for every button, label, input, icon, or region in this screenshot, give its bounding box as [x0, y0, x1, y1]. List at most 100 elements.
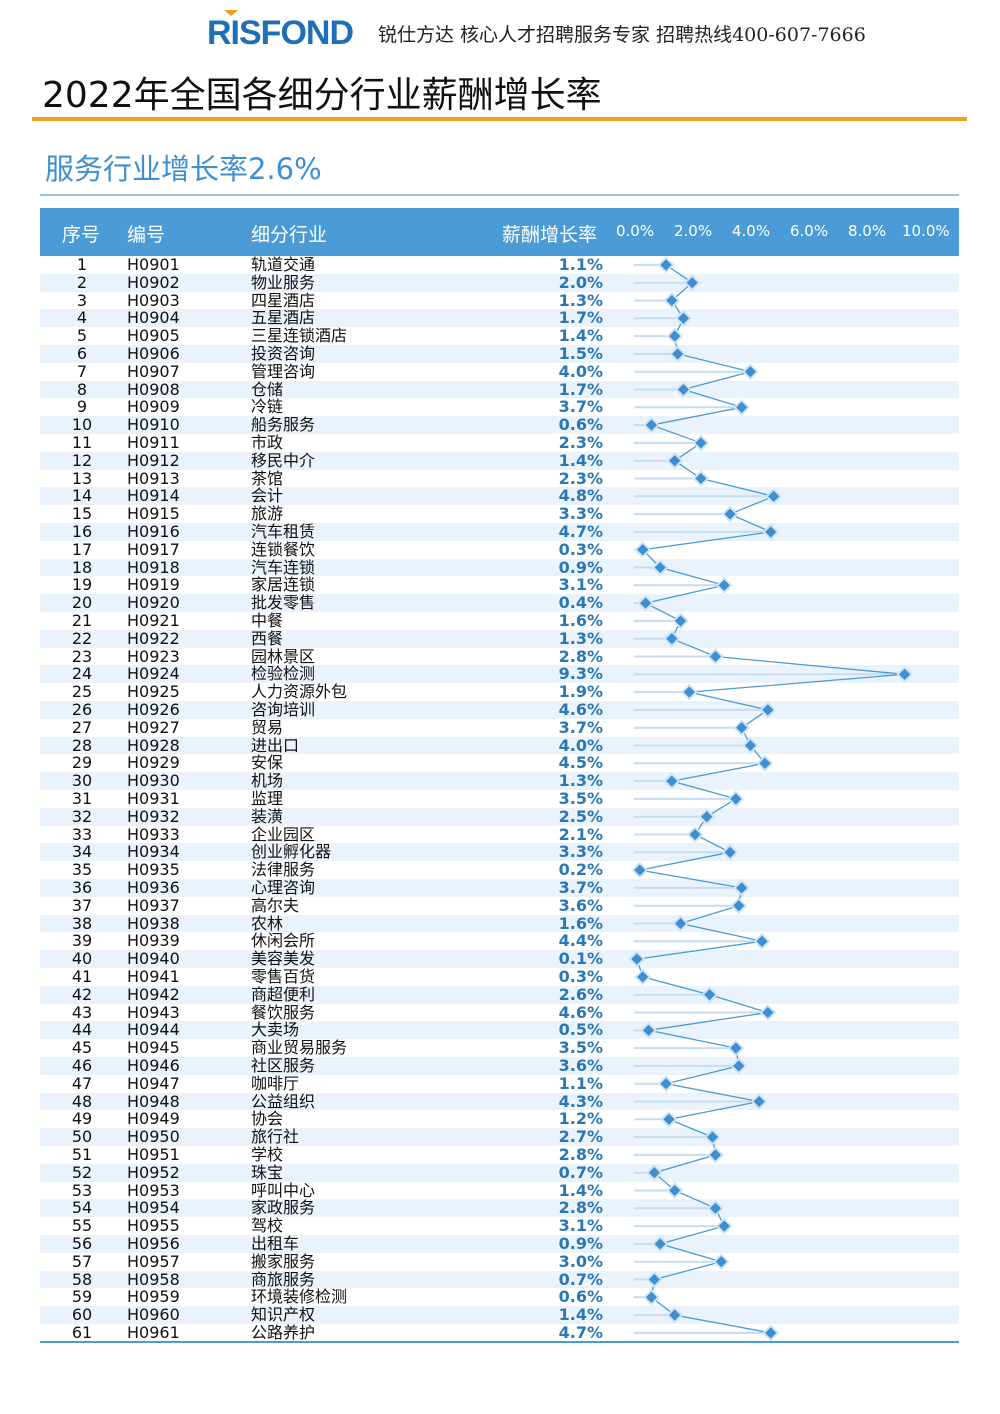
- row-rate: 0.3%: [558, 967, 603, 986]
- row-industry: 西餐: [251, 628, 284, 648]
- row-industry: 船务服务: [251, 415, 316, 435]
- row-code: H0939: [127, 931, 180, 951]
- row-industry: 法律服务: [251, 860, 316, 880]
- table-row: 55 H0955 驾校 3.1%: [40, 1217, 959, 1235]
- row-industry: 零售百货: [251, 967, 316, 986]
- table-row: 26 H0926 咨询培训 4.6%: [40, 701, 959, 719]
- row-industry: 心理咨询: [251, 878, 316, 897]
- row-industry: 公益组织: [251, 1091, 316, 1111]
- row-industry: 呼叫中心: [251, 1180, 316, 1200]
- data-point: [672, 915, 689, 932]
- table-row: 9 H0909 冷链 3.7%: [40, 398, 959, 416]
- table-row: 58 H0958 商旅服务 0.7%: [40, 1269, 959, 1289]
- row-industry: 咨询培训: [251, 700, 316, 719]
- row-industry: 中餐: [251, 611, 284, 630]
- row-index: 46: [71, 1056, 93, 1075]
- row-index: 42: [71, 984, 93, 1004]
- row-rate: 0.9%: [558, 557, 603, 577]
- row-rate: 3.1%: [558, 575, 603, 595]
- row-code: H0920: [127, 593, 180, 613]
- data-point: [756, 754, 774, 772]
- table-row: 5 H0905 三星连锁酒店 1.4%: [40, 327, 959, 345]
- row-rate: 4.3%: [558, 1091, 603, 1111]
- row-rate: 3.0%: [558, 1251, 603, 1271]
- header-idx: 序号: [62, 224, 101, 246]
- table-row: 25 H0925 人力资源外包 1.9%: [40, 683, 959, 701]
- row-code: H0902: [127, 272, 180, 292]
- row-code: H0938: [127, 913, 180, 933]
- data-point: [669, 345, 687, 363]
- table-row: 17 H0917 连锁餐饮 0.3%: [40, 539, 959, 559]
- row-index: 53: [71, 1180, 93, 1200]
- row-index: 8: [76, 379, 88, 399]
- data-point: [643, 416, 660, 434]
- row-rate: 1.4%: [558, 450, 603, 470]
- row-industry: 轨道交通: [251, 255, 316, 274]
- row-index: 34: [71, 842, 93, 862]
- data-point: [651, 1235, 669, 1253]
- row-industry: 监理: [251, 789, 284, 808]
- row-rate: 0.2%: [558, 860, 603, 880]
- data-point: [660, 1110, 678, 1128]
- row-rate: 3.3%: [558, 842, 603, 862]
- row-index: 36: [71, 878, 93, 897]
- row-rate: 1.7%: [558, 379, 603, 399]
- row-code: H0944: [127, 1020, 180, 1040]
- row-industry: 汽车租赁: [251, 522, 316, 541]
- row-rate: 3.3%: [558, 504, 603, 524]
- row-industry: 检验检测: [251, 664, 316, 684]
- table-row: 35 H0935 法律服务 0.2%: [40, 861, 959, 879]
- data-point: [663, 292, 681, 309]
- row-code: H0937: [127, 895, 180, 915]
- row-industry: 机场: [251, 771, 284, 791]
- x-tick: 0.0%: [616, 222, 655, 240]
- table-row: 37 H0937 高尔夫 3.6%: [40, 895, 959, 915]
- data-point: [712, 1253, 730, 1271]
- data-point: [762, 1324, 780, 1342]
- table-row: 41 H0941 零售百货 0.3%: [40, 968, 959, 986]
- row-index: 45: [71, 1038, 93, 1058]
- row-index: 58: [71, 1269, 93, 1289]
- logo-accent-icon: [224, 10, 238, 16]
- table-row: 53 H0953 呼叫中心 1.4%: [40, 1180, 959, 1200]
- row-index: 57: [71, 1251, 93, 1271]
- row-industry: 休闲会所: [251, 931, 316, 951]
- row-index: 33: [71, 824, 93, 844]
- row-code: H0926: [127, 700, 180, 719]
- row-index: 41: [71, 967, 93, 986]
- x-tick: 2.0%: [674, 222, 713, 240]
- row-index: 3: [76, 290, 88, 310]
- data-point: [663, 772, 681, 790]
- row-code: H0932: [127, 806, 180, 826]
- slogan: 锐仕方达 核心人才招聘服务专家 招聘热线400-607-7666: [378, 24, 866, 46]
- row-rate: 4.7%: [558, 522, 603, 541]
- row-industry: 仓储: [251, 379, 284, 399]
- row-industry: 餐饮服务: [251, 1002, 316, 1022]
- data-point: [631, 861, 649, 879]
- row-index: 60: [71, 1305, 93, 1325]
- table-row: 44 H0944 大卖场 0.5%: [40, 1020, 959, 1040]
- page-title: 2022年全国各细分行业薪酬增长率: [42, 75, 602, 116]
- row-rate: 4.5%: [558, 753, 603, 773]
- row-rate: 9.3%: [558, 664, 603, 684]
- data-point: [707, 1146, 724, 1164]
- row-index: 28: [71, 735, 93, 755]
- row-index: 49: [71, 1109, 93, 1129]
- table-row: 38 H0938 农林 1.6%: [40, 913, 959, 933]
- data-point: [759, 1004, 777, 1021]
- row-industry: 人力资源外包: [251, 682, 348, 702]
- row-index: 22: [71, 628, 93, 648]
- row-industry: 家居连锁: [251, 575, 316, 595]
- row-index: 7: [76, 361, 88, 381]
- table-row: 51 H0951 学校 2.8%: [40, 1146, 959, 1164]
- table-bottom-rule: [40, 1341, 959, 1343]
- data-point: [666, 1182, 684, 1199]
- table-row: 32 H0932 装潢 2.5%: [40, 806, 959, 826]
- data-point: [741, 363, 759, 381]
- row-rate: 1.4%: [558, 1305, 603, 1325]
- row-index: 6: [76, 344, 88, 363]
- table-row: 60 H0960 知识产权 1.4%: [40, 1306, 959, 1324]
- row-rate: 2.5%: [558, 806, 603, 826]
- row-index: 17: [71, 539, 93, 559]
- row-rate: 4.0%: [558, 735, 603, 755]
